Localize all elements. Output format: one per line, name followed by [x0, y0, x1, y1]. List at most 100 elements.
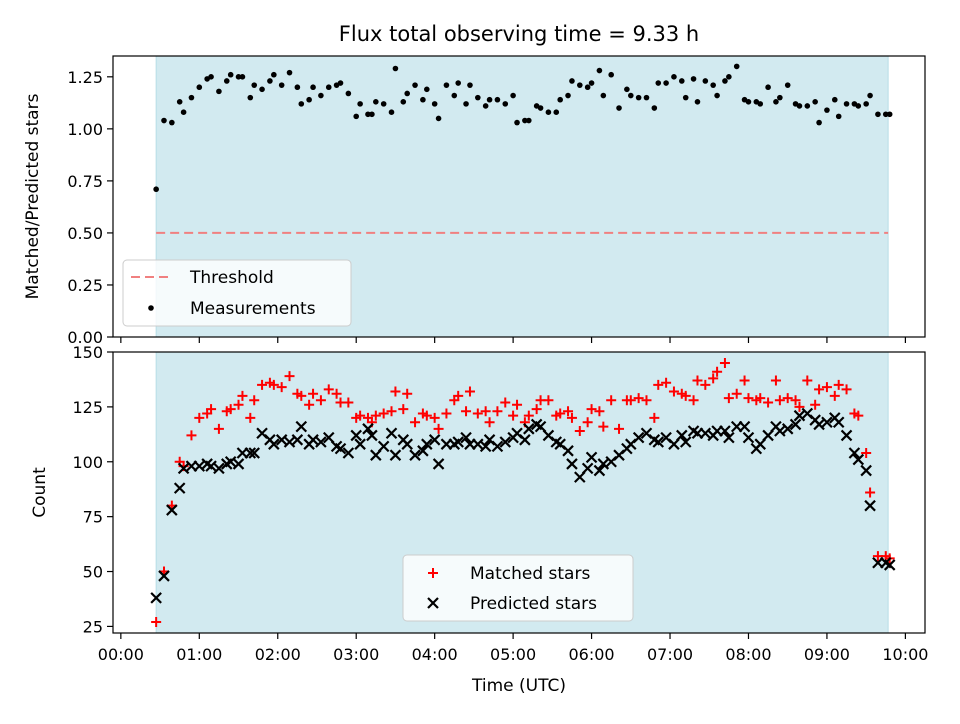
matched-star-point: [512, 399, 523, 410]
measurement-point: [545, 109, 552, 115]
x-tick-label: 01:00: [176, 645, 222, 664]
measurement-point: [467, 82, 473, 88]
matched-star-point: [323, 384, 334, 395]
measurement-point: [337, 80, 344, 86]
legend-box: [122, 259, 352, 327]
predicted-star-point: [350, 429, 362, 442]
measurement-point: [569, 78, 575, 84]
x-axis-label: Time (UTC): [471, 676, 566, 696]
measurement-point: [443, 82, 450, 88]
matched-star-point: [378, 408, 389, 419]
x-tick-label: 04:00: [412, 645, 458, 664]
matched-star-point: [586, 404, 597, 415]
measurement-point: [216, 88, 222, 95]
matched-star-point: [492, 406, 503, 417]
predicted-star-point: [883, 559, 896, 571]
predicted-star-point: [244, 447, 257, 459]
x-tick-label: 06:00: [569, 645, 615, 664]
measurement-point: [306, 96, 312, 103]
x-tick-label: 03:00: [333, 645, 379, 664]
predicted-star-point: [275, 434, 288, 446]
predicted-star-point: [432, 458, 445, 470]
measurement-point: [420, 96, 426, 103]
predicted-star-point: [679, 436, 692, 448]
measurement-point: [294, 84, 301, 91]
predicted-star-point: [566, 458, 578, 470]
plot-frame: [112, 55, 926, 338]
measurement-point: [577, 82, 583, 88]
measurement-point: [553, 109, 560, 115]
measurement-point: [310, 84, 316, 91]
y-tick-label: 1.25: [67, 68, 103, 87]
measurement-point: [325, 84, 332, 91]
legend-predicted-swatch: [427, 597, 439, 609]
y-tick-label: 0.25: [67, 276, 103, 295]
matched-star-point: [763, 397, 774, 408]
measurement-point: [176, 98, 183, 105]
predicted-star-point: [389, 449, 402, 461]
measurement-point: [765, 84, 771, 91]
measurement-point: [784, 82, 791, 88]
matched-star-point: [480, 406, 491, 417]
measurement-point: [153, 186, 159, 193]
predicted-star-point: [840, 429, 853, 442]
measurement-point: [886, 111, 893, 118]
measurement-point: [608, 71, 614, 78]
measurement-point: [565, 92, 571, 99]
y-tick-label: 0.00: [67, 328, 103, 347]
measurement-point: [812, 98, 818, 105]
predicted-star-point: [385, 427, 398, 440]
predicted-star-point: [793, 409, 806, 422]
measurement-point: [651, 105, 658, 111]
matched-star-point: [594, 406, 605, 417]
measurement-point: [843, 101, 850, 107]
matched-star-point: [410, 417, 421, 428]
predicted-star-point: [676, 429, 688, 442]
measurement-point: [494, 96, 501, 103]
matched-star-point: [770, 375, 781, 386]
predicted-star-point: [283, 436, 296, 448]
y-tick-label: 75: [83, 508, 103, 527]
matched-star-point: [213, 423, 224, 434]
matched-star-point: [296, 390, 307, 401]
plot-frame: [112, 351, 926, 634]
matched-star-point: [790, 395, 801, 406]
matched-star-point: [574, 426, 585, 437]
matched-star-point: [331, 388, 342, 399]
measurement-point: [180, 109, 187, 115]
predicted-star-point: [813, 418, 825, 431]
measurement-point: [502, 101, 509, 107]
measurement-point: [596, 67, 603, 74]
matched-star-point: [386, 406, 397, 417]
predicted-star-point: [421, 438, 433, 450]
predicted-star-point: [738, 420, 751, 433]
matched-star-point: [531, 404, 542, 415]
measurement-point: [482, 103, 489, 109]
matched-star-point: [641, 395, 652, 406]
legend-predicted-label: Predicted stars: [470, 594, 597, 614]
predicted-star-point: [173, 482, 186, 494]
measurement-point: [510, 92, 516, 99]
matched-star-point: [688, 395, 699, 406]
measurement-point: [247, 94, 254, 101]
matched-star-point: [315, 395, 326, 406]
predicted-star-point: [585, 451, 598, 464]
matched-star-point: [284, 371, 295, 382]
matched-star-point: [814, 384, 825, 395]
x-tick-label: 07:00: [647, 645, 693, 664]
measurement-point: [714, 92, 720, 99]
predicted-star-point: [193, 460, 206, 472]
measurement-point: [169, 119, 175, 126]
matched-star-point: [390, 386, 401, 397]
ratio-panel: 0.00 0.25 0.50 0.75 1.00 1.25 Matched/Predicte…: [23, 55, 926, 347]
matched-star-point: [461, 406, 472, 417]
measurement-point: [278, 82, 285, 88]
measurement-point: [400, 98, 407, 105]
measurement-point: [298, 101, 305, 107]
matched-star-point: [370, 410, 381, 421]
matched-star-point: [782, 393, 793, 404]
measurement-point: [694, 98, 701, 105]
measurement-point: [588, 80, 595, 86]
matched-star-point: [233, 399, 244, 410]
matched-star-point: [653, 379, 664, 390]
